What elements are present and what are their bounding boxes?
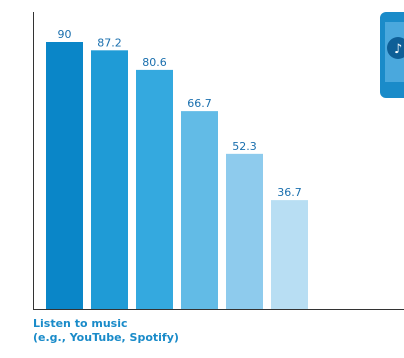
data-label: 90: [58, 28, 72, 41]
data-label: 52.3: [232, 140, 257, 153]
chart-title-line-2: (e.g., YouTube, Spotify): [33, 331, 179, 344]
bars-layer: [46, 42, 308, 310]
chart-title-line-1: Listen to music: [33, 317, 128, 330]
bar: [136, 69, 173, 310]
data-label: 36.7: [277, 186, 302, 199]
bar: [46, 42, 83, 309]
bar: [271, 200, 308, 309]
music-phone-icon: ♪: [380, 12, 404, 98]
data-label: 80.6: [142, 56, 167, 69]
chart-title: Listen to music (e.g., YouTube, Spotify): [33, 317, 179, 345]
bar: [91, 50, 128, 309]
svg-text:♪: ♪: [394, 42, 402, 57]
data-label: 66.7: [187, 97, 212, 110]
bar: [181, 111, 218, 309]
bar: [226, 153, 263, 309]
data-label: 87.2: [97, 36, 122, 49]
data-labels-layer: 90 87.2 80.6 66.7 52.3 36.7: [58, 28, 302, 199]
